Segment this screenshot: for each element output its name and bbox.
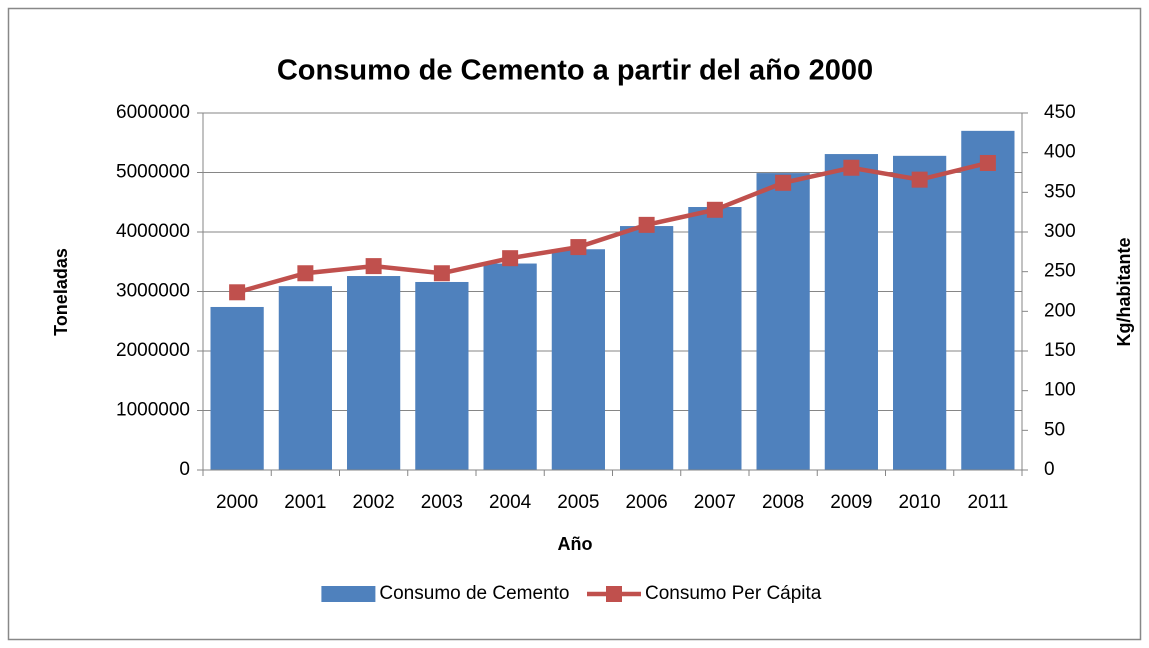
x-tick-label: 2008 xyxy=(762,492,804,513)
x-tick-label: 2007 xyxy=(694,492,736,513)
bar xyxy=(278,286,332,470)
y2-tick-label: 350 xyxy=(1044,181,1076,202)
y-tick-label: 3000000 xyxy=(116,281,190,302)
x-tick-label: 2009 xyxy=(830,492,872,513)
legend-swatch xyxy=(321,586,376,602)
bar xyxy=(347,276,401,470)
marker xyxy=(297,265,314,282)
marker xyxy=(843,159,860,176)
y2-tick-label: 100 xyxy=(1044,380,1076,401)
y-tick-label: 1000000 xyxy=(116,400,190,421)
y-tick-label: 5000000 xyxy=(116,162,190,183)
y2-axis-label: Kg/habitante xyxy=(1114,237,1134,346)
marker xyxy=(706,201,723,218)
line xyxy=(236,160,989,295)
bar xyxy=(415,281,469,470)
x-tick-label: 2003 xyxy=(421,492,463,513)
bar xyxy=(756,173,810,470)
bar xyxy=(210,306,264,470)
y2-tick-label: 150 xyxy=(1044,340,1076,361)
y2-tick-label: 200 xyxy=(1044,300,1076,321)
marker xyxy=(979,154,996,171)
x-tick-label: 2010 xyxy=(898,492,940,513)
bar xyxy=(483,263,537,470)
marker xyxy=(502,250,519,267)
y2-tick-label: 300 xyxy=(1044,221,1076,242)
chart-title: Consumo de Cemento a partir del año 2000 xyxy=(277,55,873,87)
y2-tick-label: 400 xyxy=(1044,142,1076,163)
x-tick-label: 2000 xyxy=(216,492,258,513)
marker xyxy=(775,174,792,191)
bar xyxy=(688,207,742,470)
x-tick-label: 2002 xyxy=(352,492,394,513)
legend-marker xyxy=(606,586,622,602)
marker xyxy=(433,265,450,282)
legend-label: Consumo Per Cápita xyxy=(645,583,822,604)
x-tick-label: 2011 xyxy=(967,492,1008,513)
x-tick-label: 2004 xyxy=(489,492,532,513)
marker xyxy=(365,258,382,275)
marker xyxy=(638,216,655,233)
y-tick-label: 4000000 xyxy=(116,221,190,242)
y-tick-label: 6000000 xyxy=(116,102,190,123)
y-tick-label: 2000000 xyxy=(116,340,190,361)
y2-tick-label: 0 xyxy=(1044,459,1055,480)
bar xyxy=(961,130,1015,470)
marker xyxy=(911,171,928,188)
marker xyxy=(570,239,587,256)
x-tick-label: 2001 xyxy=(284,492,326,513)
x-tick-label: 2005 xyxy=(557,492,599,513)
y2-tick-label: 450 xyxy=(1044,102,1076,123)
bar xyxy=(620,226,674,470)
y-tick-label: 0 xyxy=(179,459,190,480)
legend-label: Consumo de Cemento xyxy=(379,583,569,604)
bar xyxy=(824,154,878,470)
y-axis-label: Toneladas xyxy=(51,248,71,336)
y2-tick-label: 50 xyxy=(1044,419,1065,440)
x-tick-label: 2006 xyxy=(625,492,667,513)
marker xyxy=(229,284,246,301)
y2-tick-label: 250 xyxy=(1044,261,1076,282)
bar xyxy=(551,249,605,470)
x-axis-label: Año xyxy=(558,534,593,554)
bar xyxy=(893,155,947,470)
